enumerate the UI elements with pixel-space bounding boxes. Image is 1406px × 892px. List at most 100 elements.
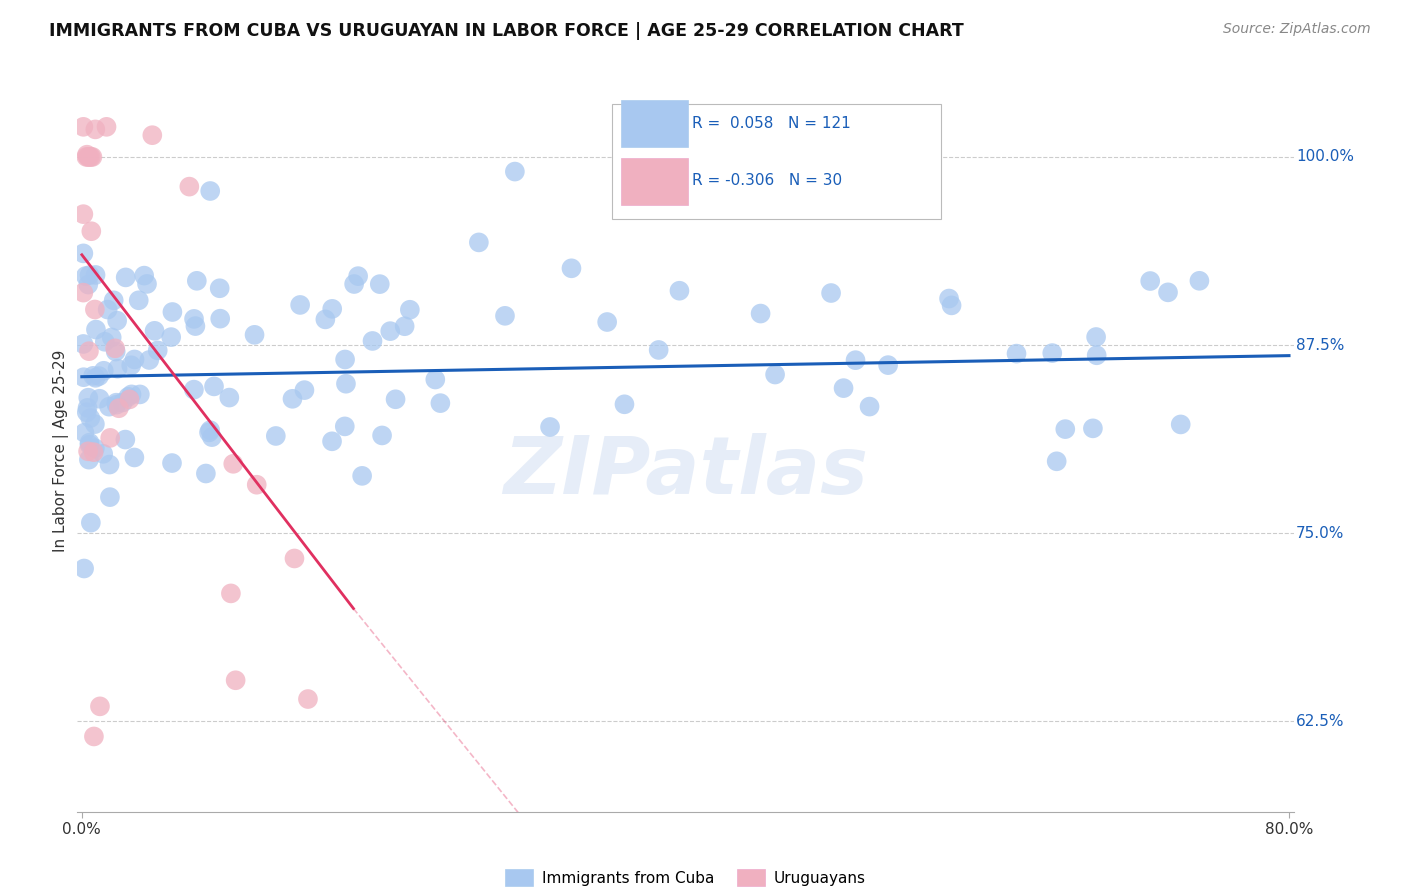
Point (72, 246, 94, 260)
FancyBboxPatch shape (621, 100, 688, 147)
FancyBboxPatch shape (613, 103, 941, 219)
Point (76, 405, 98, 419)
Point (202, 379, 225, 393)
Point (108, 401, 131, 416)
Text: 75.0%: 75.0% (1296, 525, 1344, 541)
Point (1139, 274, 1161, 288)
Point (763, 368, 786, 382)
Point (832, 381, 855, 395)
Point (138, 353, 160, 368)
Point (503, 164, 526, 178)
Point (98, 490, 121, 504)
Point (288, 298, 311, 312)
Point (77, 277, 100, 292)
Point (333, 419, 356, 434)
Point (208, 281, 231, 295)
Point (1005, 346, 1028, 360)
Y-axis label: In Labor Force | Age 25-29: In Labor Force | Age 25-29 (53, 350, 69, 551)
Point (941, 298, 963, 312)
Point (79, 411, 101, 425)
Point (246, 477, 269, 491)
Point (198, 425, 221, 440)
Point (321, 434, 343, 449)
Point (297, 692, 319, 706)
Point (749, 307, 772, 321)
Point (209, 311, 232, 326)
Point (394, 319, 416, 334)
Point (243, 327, 266, 342)
Point (104, 342, 127, 356)
Point (160, 456, 183, 470)
Point (1081, 421, 1104, 435)
Point (77, 444, 100, 458)
Point (186, 274, 208, 288)
Point (105, 398, 128, 412)
Point (314, 312, 336, 326)
Point (76, 147, 98, 161)
Point (105, 395, 128, 409)
Point (1188, 274, 1211, 288)
Point (80, 224, 103, 238)
Text: R =  0.058   N = 121: R = 0.058 N = 121 (692, 116, 851, 130)
Point (114, 270, 136, 285)
Point (80, 516, 103, 530)
Point (538, 420, 561, 434)
Point (73, 561, 96, 575)
Point (107, 361, 129, 376)
Text: R = -0.306   N = 30: R = -0.306 N = 30 (692, 173, 842, 188)
Point (143, 324, 166, 338)
Point (494, 309, 516, 323)
Point (72, 285, 94, 300)
Point (80, 150, 103, 164)
Point (264, 429, 287, 443)
Point (200, 184, 222, 198)
Text: 100.0%: 100.0% (1296, 150, 1354, 164)
Point (114, 433, 136, 447)
Point (96, 120, 118, 134)
Point (83, 417, 105, 431)
Point (75, 150, 97, 164)
Point (128, 293, 150, 308)
Point (429, 396, 451, 410)
Point (368, 277, 391, 292)
Point (335, 376, 357, 391)
Point (283, 551, 305, 566)
Legend: Immigrants from Cuba, Uruguayans: Immigrants from Cuba, Uruguayans (499, 863, 872, 892)
Point (179, 179, 201, 194)
Point (79, 438, 101, 452)
Point (361, 334, 384, 348)
Point (89, 392, 111, 406)
Point (281, 392, 304, 406)
Point (384, 392, 406, 407)
Point (84, 322, 107, 336)
Point (72, 207, 94, 221)
Point (84, 122, 107, 136)
Point (121, 387, 143, 401)
Point (613, 397, 636, 411)
Point (596, 315, 619, 329)
Point (77, 150, 100, 164)
Point (77, 344, 100, 359)
Point (347, 269, 370, 284)
Point (93, 364, 115, 378)
Point (120, 359, 142, 373)
Point (136, 277, 159, 291)
Text: Source: ZipAtlas.com: Source: ZipAtlas.com (1223, 22, 1371, 37)
Point (118, 392, 141, 407)
Point (668, 284, 690, 298)
Point (321, 301, 343, 316)
Point (146, 343, 169, 358)
Point (425, 372, 447, 386)
Point (134, 268, 156, 283)
Point (183, 383, 205, 397)
Point (82, 368, 104, 383)
Point (94, 334, 117, 349)
Point (222, 457, 245, 471)
Point (858, 400, 880, 414)
Point (160, 330, 183, 344)
Point (98, 431, 121, 445)
Point (83, 441, 105, 455)
Point (647, 343, 669, 357)
Point (1040, 346, 1063, 360)
Point (79, 150, 101, 164)
